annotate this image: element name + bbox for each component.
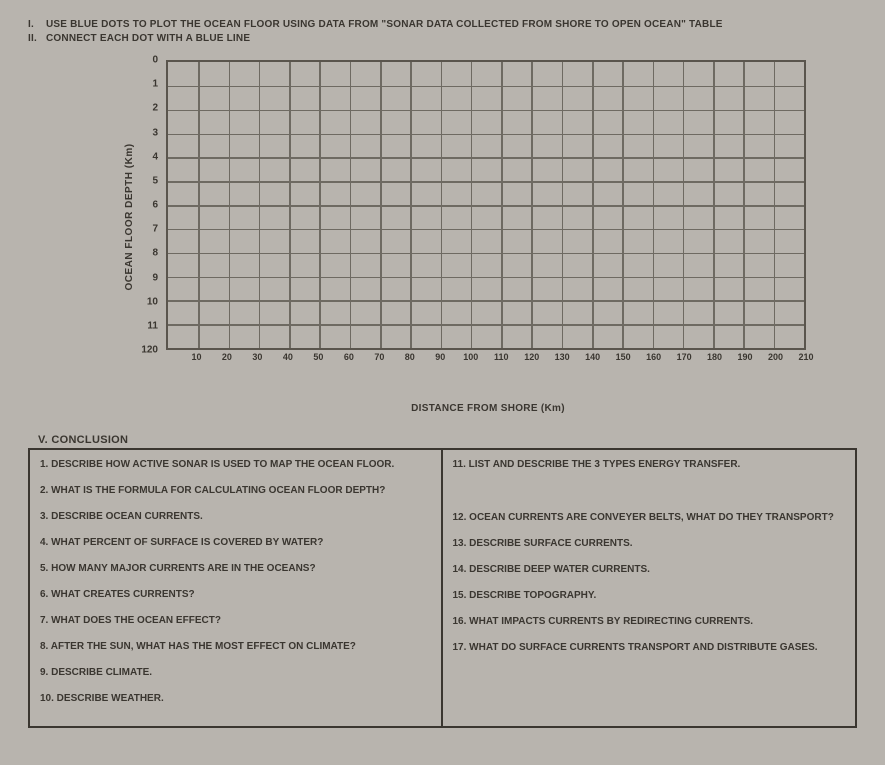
grid-v-line: [198, 62, 200, 348]
grid-v-line: [441, 62, 443, 348]
x-tick-label: 60: [344, 352, 354, 362]
grid-h-line: [168, 110, 804, 112]
y-tick-label: 6: [152, 200, 158, 211]
y-tick-label: 1: [152, 79, 158, 90]
x-tick-label: 140: [585, 352, 600, 362]
grid-v-line: [743, 62, 745, 348]
y-tick-label: 120: [141, 345, 158, 356]
y-axis-label: OCEAN FLOOR DEPTH (Km): [124, 143, 135, 290]
conclusion-question: 7. WHAT DOES THE OCEAN EFFECT?: [40, 614, 431, 627]
x-tick-label: 190: [738, 352, 753, 362]
conclusion-table: 1. DESCRIBE HOW ACTIVE SONAR IS USED TO …: [28, 448, 857, 728]
conclusion-question: 14. DESCRIBE DEEP WATER CURRENTS.: [453, 563, 846, 576]
conclusion-question: 17. WHAT DO SURFACE CURRENTS TRANSPORT A…: [453, 641, 846, 654]
conclusion-question: 1. DESCRIBE HOW ACTIVE SONAR IS USED TO …: [40, 458, 431, 471]
grid-v-line: [350, 62, 352, 348]
grid-v-line: [289, 62, 291, 348]
x-ticks: 10 20 30 40 50 60 70 80 90 100 110 120 130 140 150 160 1…: [166, 352, 806, 368]
grid-v-line: [410, 62, 412, 348]
y-tick-label: 2: [152, 103, 158, 114]
grid-h-line: [168, 134, 804, 136]
y-tick-label: 5: [152, 175, 158, 186]
x-tick-label: 90: [435, 352, 445, 362]
y-tick-label: 11: [147, 320, 158, 331]
conclusion-col-right: 11. LIST AND DESCRIBE THE 3 TYPES ENERGY…: [443, 450, 856, 726]
x-tick-label: 110: [494, 352, 509, 362]
grid-h-line: [168, 157, 804, 159]
instruction-num-2: II.: [28, 32, 40, 46]
x-tick-label: 10: [191, 352, 201, 362]
grid-h-line: [168, 300, 804, 302]
grid-v-line: [653, 62, 655, 348]
x-axis-label: DISTANCE FROM SHORE (Km): [411, 403, 565, 414]
chart-container: OCEAN FLOOR DEPTH (Km) 01234567891011120…: [138, 52, 838, 382]
y-ticks: 01234567891011120: [138, 60, 162, 350]
y-tick-label: 10: [147, 296, 158, 307]
grid-v-line: [592, 62, 594, 348]
grid-v-line: [259, 62, 261, 348]
x-tick-label: 180: [707, 352, 722, 362]
conclusion-question: 15. DESCRIBE TOPOGRAPHY.: [453, 589, 846, 602]
x-tick-label: 160: [646, 352, 661, 362]
y-tick-label: 3: [152, 127, 158, 138]
conclusion-question: 8. AFTER THE SUN, WHAT HAS THE MOST EFFE…: [40, 640, 431, 653]
chart-grid: [166, 60, 806, 350]
conclusion-question: 6. WHAT CREATES CURRENTS?: [40, 588, 431, 601]
x-tick-label: 150: [616, 352, 631, 362]
conclusion-question: 13. DESCRIBE SURFACE CURRENTS.: [453, 537, 846, 550]
grid-h-line: [168, 229, 804, 231]
x-tick-label: 170: [677, 352, 692, 362]
x-tick-label: 40: [283, 352, 293, 362]
grid-v-line: [380, 62, 382, 348]
x-tick-label: 20: [222, 352, 232, 362]
x-tick-label: 200: [768, 352, 783, 362]
y-tick-label: 0: [152, 55, 158, 66]
grid-v-line: [229, 62, 231, 348]
grid-h-line: [168, 181, 804, 183]
x-tick-label: 210: [798, 352, 813, 362]
grid-v-line: [319, 62, 321, 348]
conclusion-question: 5. HOW MANY MAJOR CURRENTS ARE IN THE OC…: [40, 562, 431, 575]
x-tick-label: 50: [313, 352, 323, 362]
grid-h-line: [168, 277, 804, 279]
instructions-block: I. USE BLUE DOTS TO PLOT THE OCEAN FLOOR…: [28, 18, 857, 46]
grid-h-line: [168, 86, 804, 88]
x-tick-label: 100: [463, 352, 478, 362]
conclusion-question: 4. WHAT PERCENT OF SURFACE IS COVERED BY…: [40, 536, 431, 549]
grid-v-line: [774, 62, 776, 348]
conclusion-question: 2. WHAT IS THE FORMULA FOR CALCULATING O…: [40, 484, 431, 497]
conclusion-question: 10. DESCRIBE WEATHER.: [40, 692, 431, 705]
grid-v-line: [683, 62, 685, 348]
conclusion-col-left: 1. DESCRIBE HOW ACTIVE SONAR IS USED TO …: [30, 450, 443, 726]
grid-h-line: [168, 205, 804, 207]
x-tick-label: 80: [405, 352, 415, 362]
instruction-text-1: USE BLUE DOTS TO PLOT THE OCEAN FLOOR US…: [46, 18, 723, 32]
x-tick-label: 30: [252, 352, 262, 362]
x-tick-label: 120: [524, 352, 539, 362]
grid-v-line: [501, 62, 503, 348]
x-tick-label: 70: [374, 352, 384, 362]
conclusion-question: 16. WHAT IMPACTS CURRENTS BY REDIRECTING…: [453, 615, 846, 628]
grid-h-line: [168, 253, 804, 255]
grid-v-line: [562, 62, 564, 348]
conclusion-question: 11. LIST AND DESCRIBE THE 3 TYPES ENERGY…: [453, 458, 846, 471]
grid-h-line: [168, 324, 804, 326]
grid-v-line: [471, 62, 473, 348]
instruction-text-2: CONNECT EACH DOT WITH A BLUE LINE: [46, 32, 250, 46]
conclusion-question: 9. DESCRIBE CLIMATE.: [40, 666, 431, 679]
grid-v-line: [713, 62, 715, 348]
y-tick-label: 7: [152, 224, 158, 235]
grid-v-line: [531, 62, 533, 348]
conclusion-header: V. CONCLUSION: [38, 434, 857, 446]
grid-v-line: [622, 62, 624, 348]
y-tick-label: 4: [152, 151, 158, 162]
conclusion-question: 12. OCEAN CURRENTS ARE CONVEYER BELTS, W…: [453, 511, 846, 524]
instruction-num-1: I.: [28, 18, 40, 32]
y-tick-label: 9: [152, 272, 158, 283]
x-tick-label: 130: [555, 352, 570, 362]
conclusion-question: 3. DESCRIBE OCEAN CURRENTS.: [40, 510, 431, 523]
y-tick-label: 8: [152, 248, 158, 259]
